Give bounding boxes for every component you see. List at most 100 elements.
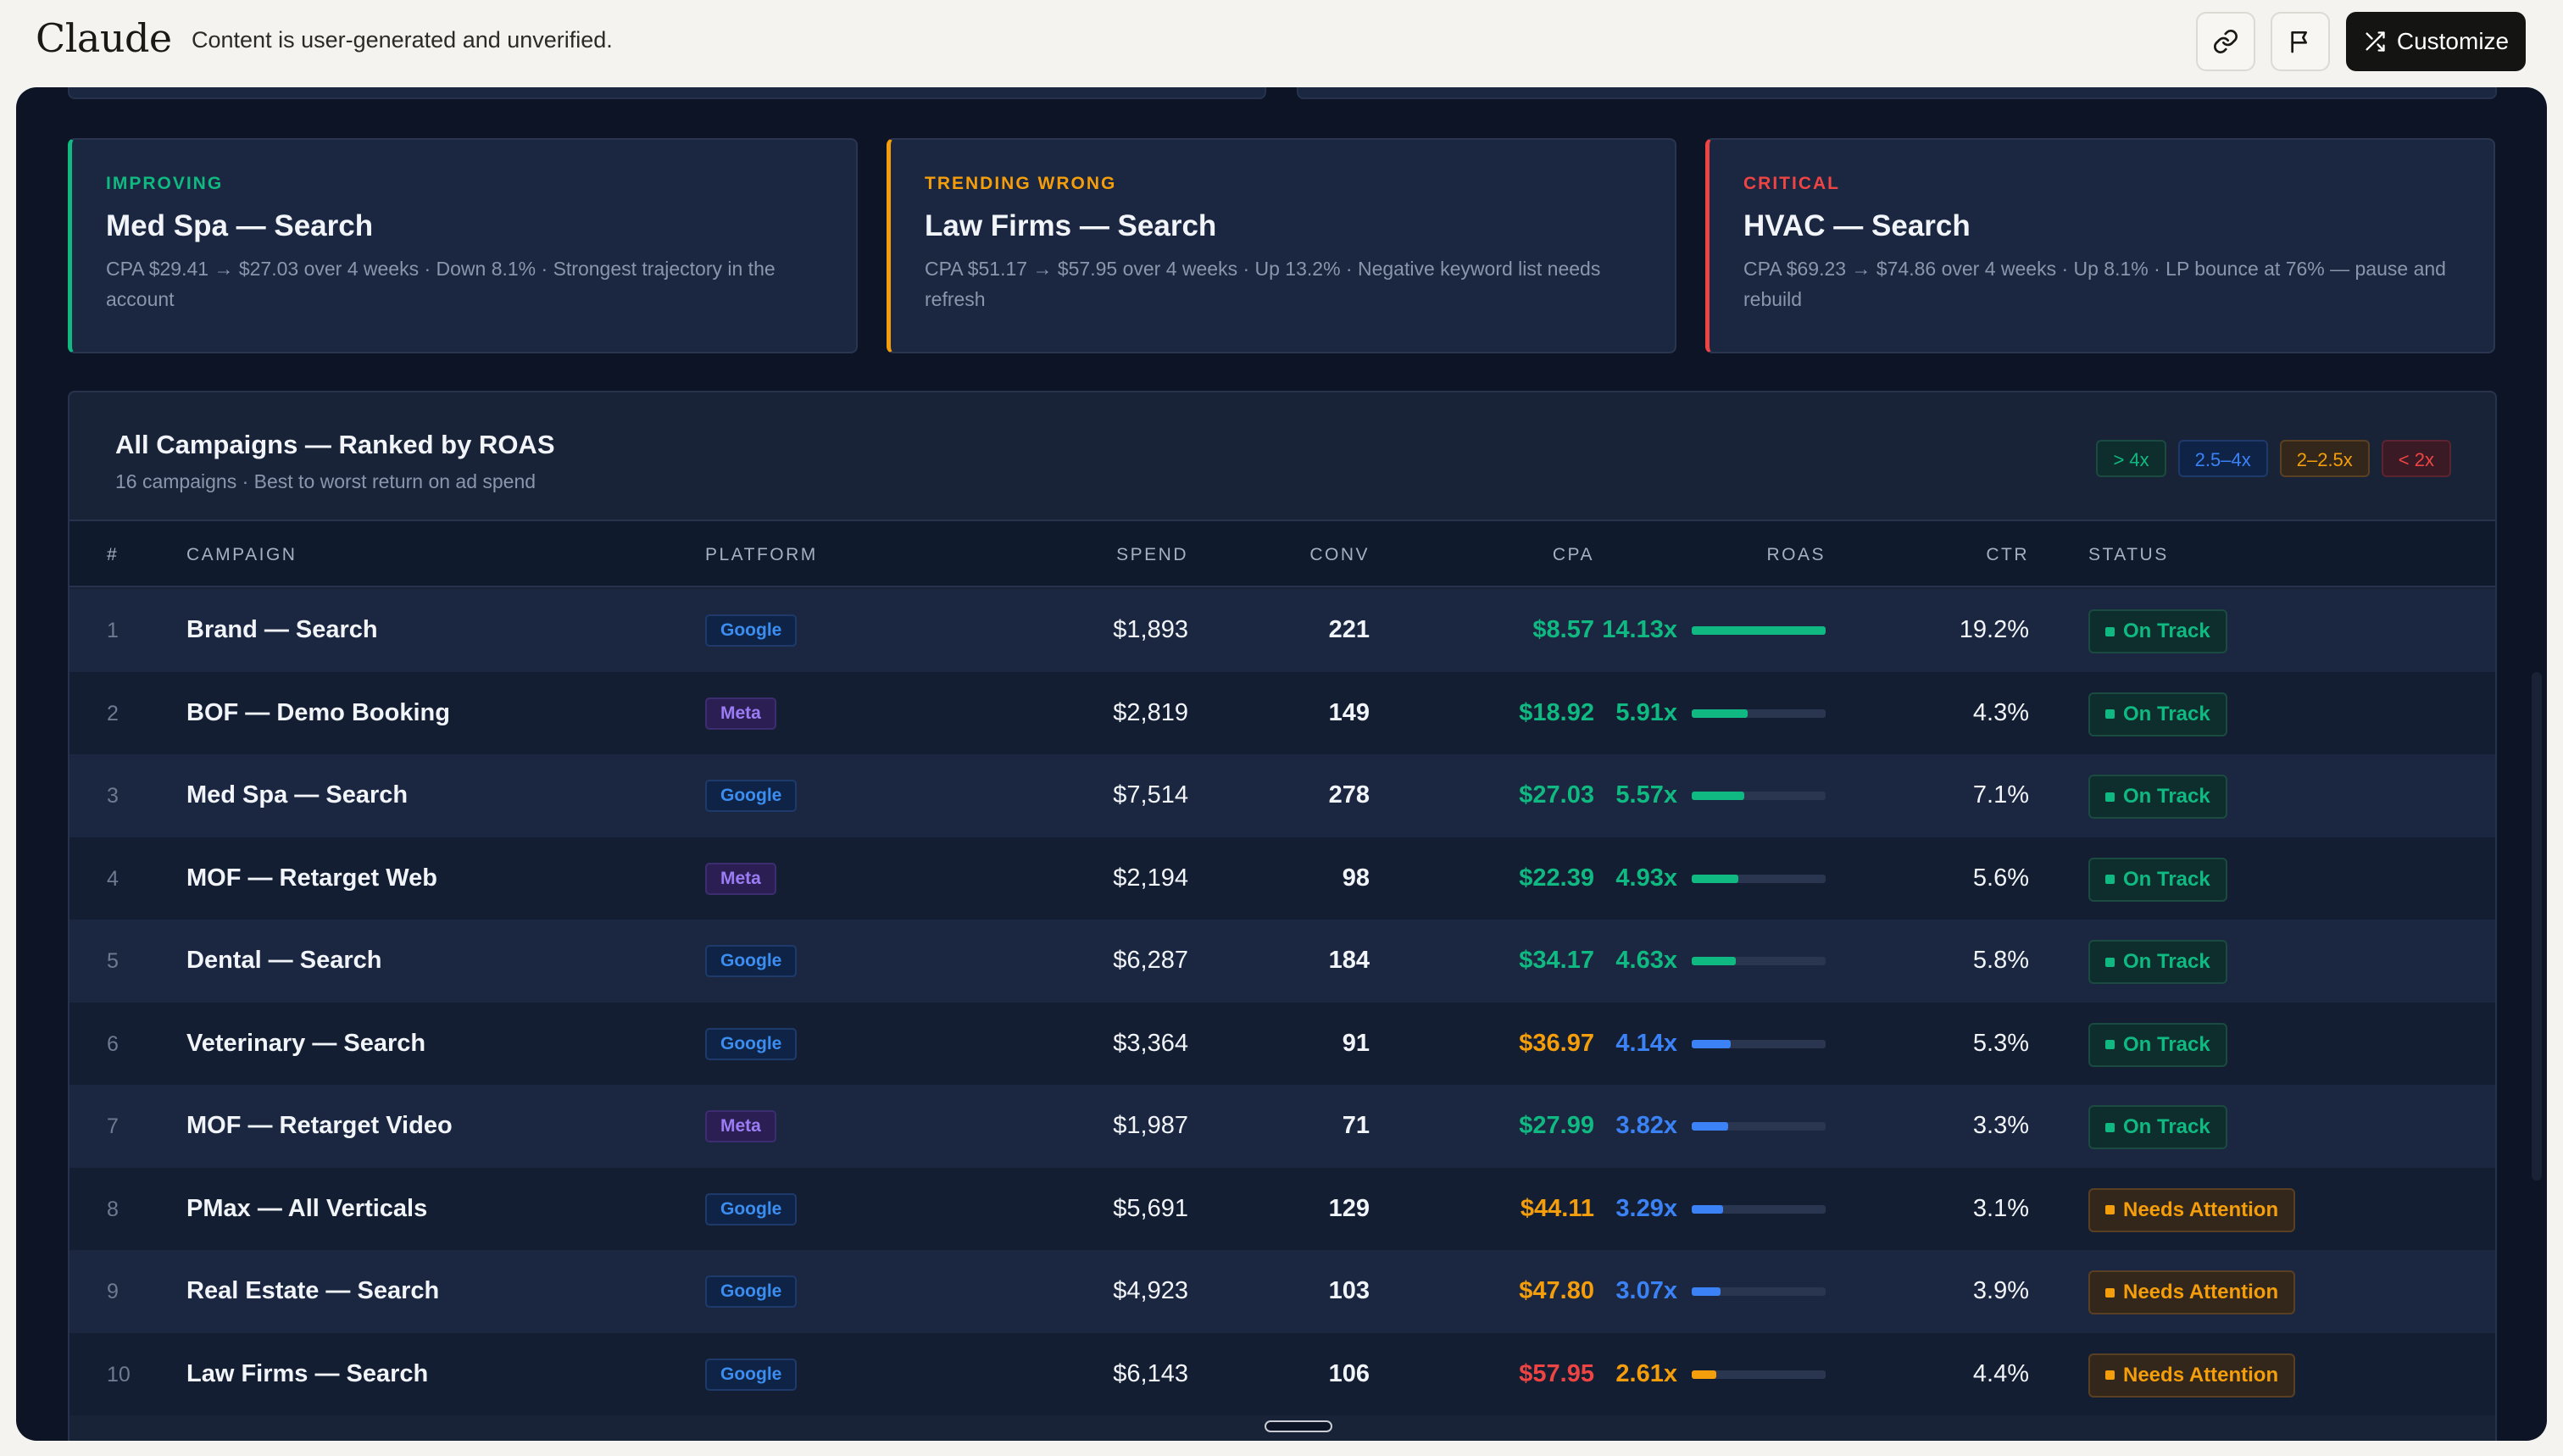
table-row[interactable]: 9 Real Estate — Search Google $4,923 103 $47.… [69,1250,2495,1333]
table-row[interactable]: 8 PMax — All Verticals Google $5,691 129 $44.… [69,1167,2495,1250]
spend-value: $7,514 [1113,781,1188,809]
platform-badge: Meta [705,862,776,895]
campaign-name[interactable]: Veterinary — Search [186,1029,426,1057]
conversions-value: 221 [1328,616,1370,643]
customize-button[interactable]: Customize [2346,12,2526,71]
table-row[interactable]: 7 MOF — Retarget Video Meta $1,987 71 $27.99 3… [69,1085,2495,1168]
col-num[interactable]: # [107,545,120,564]
report-button[interactable] [2271,12,2330,71]
campaign-name[interactable]: Real Estate — Search [186,1277,440,1304]
ctr-value: 5.6% [1972,864,2029,892]
ctr-value: 5.8% [1972,947,2029,974]
campaign-name[interactable]: BOF — Demo Booking [186,698,450,726]
table-header: # CAMPAIGN PLATFORM SPEND CONV CPA ROAS … [69,520,2495,587]
flag-icon [2291,31,2307,53]
ctr-value: 3.1% [1972,1194,2029,1222]
resize-handle[interactable] [1265,1420,1332,1432]
roas-value: 5.91x [1615,698,1677,726]
roas-bar [1692,1122,1826,1131]
row-rank: 6 [107,1031,119,1056]
status-badge: Needs Attention [2088,1270,2296,1314]
row-rank: 10 [107,1362,131,1387]
spend-value: $4,923 [1113,1277,1188,1304]
content-notice: Content is user-generated and unverified… [192,27,613,53]
status-label: On Track [2123,867,2210,891]
link-icon [2214,30,2238,53]
roas-bar [1692,626,1826,635]
scrollbar[interactable] [2532,672,2542,1181]
col-status[interactable]: STATUS [2088,545,2169,564]
row-rank: 9 [107,1280,119,1303]
campaign-name[interactable]: PMax — All Verticals [186,1194,428,1222]
table-row[interactable]: 4 MOF — Retarget Web Meta $2,194 98 $22.39 4.9… [69,836,2495,920]
platform-badge: Meta [705,697,776,730]
status-badge: Needs Attention [2088,1353,2296,1398]
status-dot-icon [2105,792,2115,802]
roas-value: 5.57x [1615,781,1677,809]
col-roas[interactable]: ROAS [1766,545,1826,564]
campaign-name[interactable]: Dental — Search [186,947,382,974]
roas-value: 14.13x [1602,616,1677,643]
ctr-value: 3.3% [1972,1112,2029,1139]
platform-badge: Google [705,614,798,647]
platform-badge: Google [705,1275,798,1308]
campaign-name[interactable]: MOF — Retarget Web [186,864,437,892]
status-badge: Needs Attention [2088,1187,2296,1232]
status-dot-icon [2105,1040,2115,1049]
insight-card[interactable]: TRENDING WRONG Law Firms — Search CPA $51.… [887,138,1676,353]
table-row[interactable]: 1 Brand — Search Google $1,893 221 $8.57 14.13… [69,589,2495,672]
status-label: Needs Attention [2123,1281,2279,1303]
campaign-name[interactable]: Med Spa — Search [186,781,409,809]
status-dot-icon [2105,1370,2115,1380]
platform-badge: Google [705,780,798,812]
roas-value: 2.61x [1615,1359,1677,1387]
col-ctr[interactable]: CTR [1986,545,2029,564]
campaigns-panel: All Campaigns — Ranked by ROAS 16 campai… [68,391,2497,1441]
ctr-value: 3.9% [1972,1277,2029,1304]
roas-value: 4.63x [1615,947,1677,974]
roas-bar-fill [1692,792,1745,800]
col-conv[interactable]: CONV [1309,545,1370,564]
spend-value: $6,143 [1113,1359,1188,1387]
col-cpa[interactable]: CPA [1552,545,1594,564]
status-dot-icon [2105,957,2115,967]
table-row[interactable]: 6 Veterinary — Search Google $3,364 91 $36.97… [69,1002,2495,1085]
copy-link-button[interactable] [2196,12,2255,71]
table-row[interactable]: 3 Med Spa — Search Google $7,514 278 $27.03 5.… [69,754,2495,837]
brand-logo[interactable]: Claude [36,15,172,61]
insight-card[interactable]: IMPROVING Med Spa — Search CPA $29.41 → $2… [68,138,858,353]
status-dot-icon [2105,875,2115,884]
table-row[interactable]: 5 Dental — Search Google $6,287 184 $34.17 4.6… [69,920,2495,1003]
spend-value: $2,819 [1113,698,1188,726]
status-dot-icon [2105,1122,2115,1132]
campaign-name[interactable]: Brand — Search [186,616,378,643]
status-label: On Track [2123,702,2210,725]
shuffle-icon [2366,31,2385,52]
insight-card[interactable]: CRITICAL HVAC — Search CPA $69.23 → $74.86… [1705,138,2495,353]
campaign-name[interactable]: MOF — Retarget Video [186,1112,453,1139]
ctr-value: 4.4% [1972,1359,2029,1387]
platform-badge: Google [705,1192,798,1225]
ctr-value: 4.3% [1972,698,2029,726]
roas-legend: > 4x 2.5–4x 2–2.5x < 2x [2096,440,2451,477]
customize-label: Customize [2396,28,2510,54]
panel-subtitle: 16 campaigns · Best to worst return on a… [115,470,537,492]
table-row[interactable]: 2 BOF — Demo Booking Meta $2,819 149 $18.92 5.… [69,671,2495,754]
status-badge: On Track [2088,692,2227,736]
col-platform[interactable]: PLATFORM [705,545,818,564]
col-campaign[interactable]: CAMPAIGN [186,545,297,564]
roas-bar-fill [1692,1039,1732,1048]
spend-value: $3,364 [1113,1029,1188,1057]
col-spend[interactable]: SPEND [1116,545,1188,564]
spend-value: $1,893 [1113,616,1188,643]
roas-bar-fill [1692,1370,1717,1379]
spend-value: $5,691 [1113,1194,1188,1222]
platform-badge: Meta [705,1110,776,1142]
conversions-value: 103 [1328,1277,1370,1304]
cpa-value: $47.80 [1519,1277,1594,1304]
table-row[interactable]: 10 Law Firms — Search Google $6,143 106 $57.9… [69,1332,2495,1415]
roas-bar-fill [1692,626,1826,635]
top-bar: Claude Content is user-generated and unv… [0,0,2563,85]
campaign-name[interactable]: Law Firms — Search [186,1359,429,1387]
status-dot-icon [2105,709,2115,719]
